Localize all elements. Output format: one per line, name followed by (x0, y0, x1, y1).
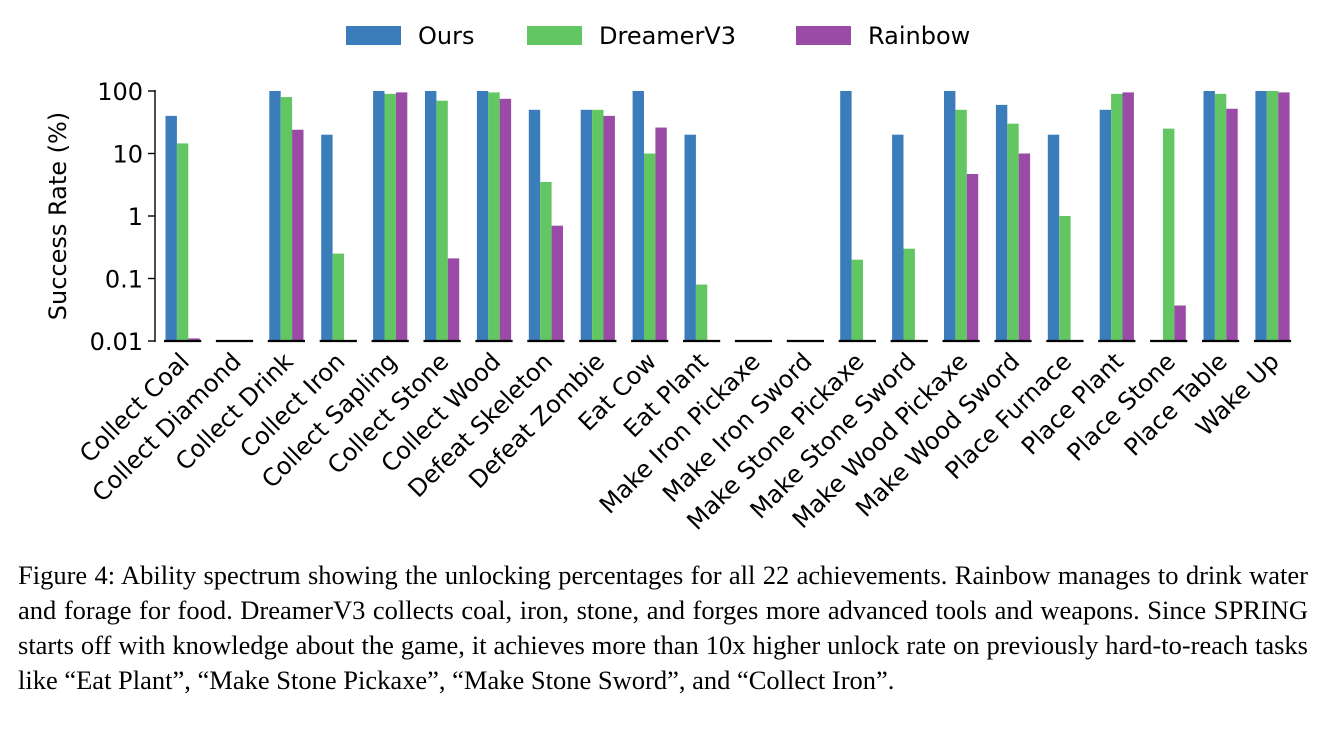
y-tick-label: 1 (128, 203, 143, 231)
bar (684, 134, 696, 341)
bar (1059, 216, 1071, 341)
bar (1047, 134, 1060, 341)
bar (321, 134, 333, 341)
bar (1203, 91, 1215, 341)
bar (944, 91, 956, 341)
bar (447, 258, 460, 341)
y-axis-title: Success Rate (%) (44, 112, 72, 320)
bar (395, 92, 408, 341)
bar (476, 91, 489, 341)
bar (1163, 128, 1175, 341)
bar (1111, 93, 1123, 342)
legend-label: Rainbow (868, 22, 970, 50)
chart-container: 0.01 0.1 1 10 100 Success Rate (%) Collect Coa… (44, 22, 1292, 536)
bar (1122, 92, 1134, 341)
bar (165, 115, 177, 342)
y-tick-label: 100 (97, 78, 143, 106)
bar (425, 91, 437, 341)
bar (903, 248, 915, 341)
bar (592, 109, 604, 341)
bar (1018, 153, 1031, 341)
y-tick-label: 0.01 (90, 328, 143, 356)
bar (188, 338, 200, 341)
bar (1266, 91, 1279, 341)
bar (292, 129, 304, 341)
bar (851, 259, 863, 341)
legend-swatch (796, 26, 851, 45)
bar (955, 109, 967, 341)
legend-swatch (346, 26, 401, 45)
bar (1007, 123, 1019, 341)
bar (373, 91, 385, 341)
y-tick-label: 10 (112, 141, 143, 169)
legend-label: DreamerV3 (599, 22, 736, 50)
bar (280, 97, 293, 341)
bar (551, 225, 563, 341)
bar (603, 115, 615, 342)
bar (840, 91, 852, 341)
bar (1255, 91, 1267, 341)
bar (436, 100, 448, 342)
bar (488, 92, 500, 341)
bar (1226, 108, 1238, 342)
bar (1099, 109, 1112, 341)
bar (384, 93, 396, 342)
bar (995, 104, 1008, 342)
bar (580, 109, 593, 341)
bar (1174, 305, 1186, 341)
figure-caption: Figure 4: Ability spectrum showing the u… (18, 560, 1308, 695)
bar (1214, 93, 1227, 342)
bar (332, 253, 344, 341)
legend-label: Ours (418, 22, 474, 50)
bar (892, 134, 904, 341)
bar (269, 91, 281, 341)
bar (176, 143, 189, 341)
bar (695, 284, 708, 341)
bar (1278, 92, 1290, 341)
y-tick-label: 0.1 (105, 266, 143, 294)
bar (644, 153, 656, 341)
bar (632, 91, 644, 341)
bar (540, 181, 552, 341)
bar (655, 127, 667, 341)
legend-swatch (527, 26, 582, 45)
bar (528, 109, 541, 341)
bar (966, 173, 979, 341)
bar (499, 98, 512, 341)
